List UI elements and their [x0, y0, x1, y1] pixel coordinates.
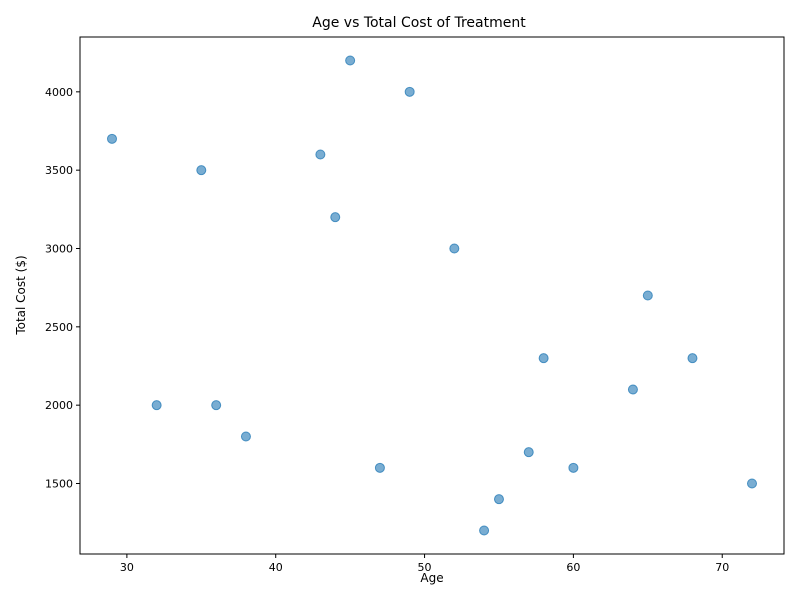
data-point — [493, 494, 504, 505]
y-axis-label: Total Cost ($) — [14, 255, 28, 335]
y-tick-label: 1500 — [45, 478, 73, 491]
data-point — [747, 478, 757, 489]
data-point — [330, 212, 341, 223]
data-point — [211, 400, 222, 411]
data-point — [568, 462, 579, 473]
y-tick-label: 3000 — [45, 243, 73, 256]
data-points — [107, 55, 757, 536]
data-point — [196, 165, 207, 176]
data-point — [523, 447, 534, 458]
data-point — [538, 353, 549, 364]
x-axis-label: Age — [420, 571, 443, 585]
data-point — [449, 243, 460, 254]
data-point — [479, 525, 490, 536]
y-tick-label: 3500 — [45, 164, 73, 177]
data-point — [404, 86, 415, 97]
y-axis: 1500 2000 2500 3000 3500 4000 — [45, 86, 80, 491]
plot-area — [79, 36, 785, 555]
x-tick-label: 70 — [715, 561, 729, 574]
data-point — [642, 290, 653, 301]
y-tick-label: 4000 — [45, 86, 73, 99]
x-tick-label: 30 — [120, 561, 134, 574]
data-point — [687, 353, 698, 364]
x-tick-label: 50 — [418, 561, 432, 574]
data-point — [107, 133, 117, 144]
x-tick-label: 60 — [566, 561, 580, 574]
y-tick-label: 2000 — [45, 399, 73, 412]
data-point — [315, 149, 326, 160]
data-point — [627, 384, 638, 395]
data-point — [151, 400, 162, 411]
data-point — [374, 462, 385, 473]
x-axis: 30 40 50 60 70 — [120, 554, 729, 574]
x-tick-label: 40 — [269, 561, 283, 574]
chart-title: Age vs Total Cost of Treatment — [312, 15, 526, 31]
data-point — [240, 431, 251, 442]
y-tick-label: 2500 — [45, 321, 73, 334]
data-point — [345, 55, 356, 66]
